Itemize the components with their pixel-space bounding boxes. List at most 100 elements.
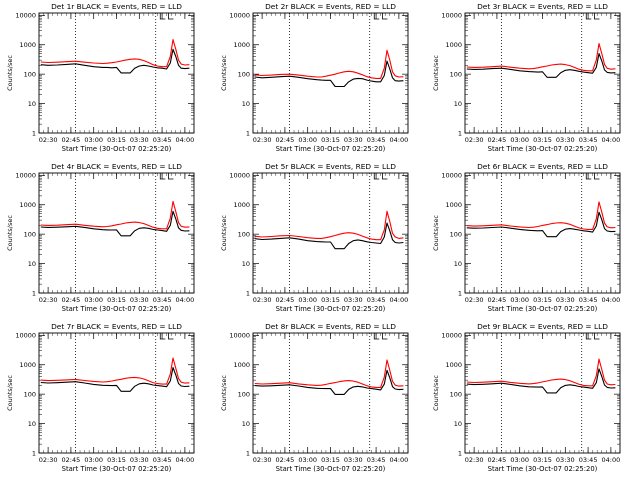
y-tick-label: 1 [458, 129, 462, 137]
interval-bracket [585, 333, 592, 340]
x-tick-label: 03:15 [533, 296, 552, 304]
interval-bracket [159, 333, 166, 340]
interval-bracket [159, 173, 166, 180]
series-line-events [40, 367, 190, 392]
x-tick-label: 02:45 [488, 136, 507, 144]
series-line-lld [40, 200, 190, 230]
interval-bracket [373, 333, 380, 340]
y-axis-label: Counts/sec [220, 375, 228, 411]
x-tick-label: 02:45 [488, 296, 507, 304]
y-tick-label: 10 [28, 420, 36, 428]
y-axis-label: Counts/sec [6, 55, 14, 91]
series-line-events [466, 53, 616, 78]
x-tick-label: 03:00 [84, 296, 103, 304]
x-tick-label: 03:00 [84, 456, 103, 464]
x-tick-label: 04:00 [390, 136, 409, 144]
x-tick-label: 03:15 [321, 136, 340, 144]
x-tick-label: 03:15 [533, 456, 552, 464]
panel-det-4r: Det 4r BLACK = Events, RED = LLD Counts/s… [6, 162, 195, 313]
y-tick-label: 1000 [19, 201, 36, 209]
x-tick-label: 03:45 [153, 456, 172, 464]
x-tick-label: 02:30 [253, 296, 272, 304]
y-tick-label: 1 [458, 449, 462, 457]
x-tick-label: 03:30 [556, 136, 575, 144]
plot-frame [38, 12, 195, 134]
x-axis-label: Start Time (30-Oct-07 02:25:20) [488, 145, 598, 153]
y-tick-label: 100 [24, 70, 36, 78]
y-tick-label: 1000 [445, 201, 462, 209]
plot-frame [252, 172, 409, 294]
y-tick-label: 1 [458, 289, 462, 297]
y-tick-label: 1 [32, 289, 36, 297]
series-line-events [254, 60, 404, 88]
x-tick-label: 02:30 [253, 456, 272, 464]
y-tick-label: 100 [450, 230, 462, 238]
x-tick-label: 03:45 [579, 136, 598, 144]
y-tick-label: 1000 [233, 361, 250, 369]
x-axis-label: Start Time (30-Oct-07 02:25:20) [62, 145, 172, 153]
interval-bracket [585, 13, 592, 20]
y-tick-label: 1 [32, 449, 36, 457]
panel-det-3r: Det 3r BLACK = Events, RED = LLD Counts/s… [432, 2, 621, 153]
x-tick-label: 03:45 [153, 136, 172, 144]
x-tick-label: 03:15 [533, 136, 552, 144]
x-tick-label: 03:15 [107, 456, 126, 464]
interval-bracket [159, 13, 166, 20]
x-tick-label: 03:15 [321, 296, 340, 304]
interval-bracket [168, 173, 174, 180]
x-tick-label: 03:30 [130, 296, 149, 304]
y-tick-label: 10 [28, 260, 36, 268]
y-tick-label: 10000 [441, 12, 462, 20]
x-tick-label: 03:30 [556, 456, 575, 464]
y-tick-label: 1 [32, 129, 36, 137]
y-tick-label: 100 [24, 230, 36, 238]
series-line-events [466, 211, 616, 238]
panel-title: Det 2r BLACK = Events, RED = LLD [265, 2, 396, 11]
x-axis-label: Start Time (30-Oct-07 02:25:20) [62, 305, 172, 313]
y-tick-label: 10000 [15, 12, 36, 20]
y-tick-label: 10 [242, 420, 250, 428]
x-tick-label: 04:00 [390, 296, 409, 304]
y-tick-label: 10000 [441, 332, 462, 340]
series-line-lld [254, 359, 404, 388]
y-tick-label: 1000 [19, 41, 36, 49]
y-tick-label: 10 [454, 100, 462, 108]
panel-det-8r: Det 8r BLACK = Events, RED = LLD Counts/s… [220, 322, 409, 473]
x-tick-label: 02:30 [39, 136, 58, 144]
interval-bracket [594, 333, 600, 340]
x-tick-label: 03:45 [153, 296, 172, 304]
y-tick-label: 1000 [445, 361, 462, 369]
x-tick-label: 03:45 [367, 136, 386, 144]
series-line-events [40, 210, 190, 237]
y-tick-label: 100 [238, 230, 250, 238]
y-tick-label: 10000 [441, 172, 462, 180]
x-axis-label: Start Time (30-Oct-07 02:25:20) [488, 465, 598, 473]
x-tick-label: 02:30 [465, 456, 484, 464]
y-tick-label: 10000 [15, 172, 36, 180]
x-tick-label: 03:45 [579, 296, 598, 304]
panel-det-7r: Det 7r BLACK = Events, RED = LLD Counts/s… [6, 322, 195, 473]
x-tick-label: 03:30 [130, 136, 149, 144]
y-axis-label: Counts/sec [6, 215, 14, 251]
x-axis-label: Start Time (30-Oct-07 02:25:20) [276, 145, 386, 153]
x-axis-label: Start Time (30-Oct-07 02:25:20) [276, 465, 386, 473]
x-tick-label: 02:45 [62, 456, 81, 464]
series-line-lld [254, 210, 404, 241]
x-axis-label: Start Time (30-Oct-07 02:25:20) [488, 305, 598, 313]
y-tick-label: 1000 [19, 361, 36, 369]
x-tick-label: 04:00 [602, 456, 621, 464]
panel-det-5r: Det 5r BLACK = Events, RED = LLD Counts/s… [220, 162, 409, 313]
y-tick-label: 100 [24, 390, 36, 398]
plot-frame [38, 172, 195, 294]
x-tick-label: 04:00 [390, 456, 409, 464]
x-tick-label: 03:30 [130, 456, 149, 464]
x-tick-label: 03:45 [367, 456, 386, 464]
interval-bracket [594, 13, 600, 20]
series-line-events [254, 222, 404, 250]
y-tick-label: 10 [454, 260, 462, 268]
interval-bracket [594, 173, 600, 180]
panel-title: Det 4r BLACK = Events, RED = LLD [51, 162, 182, 171]
x-tick-label: 02:30 [39, 296, 58, 304]
x-tick-label: 03:45 [579, 456, 598, 464]
panel-title: Det 8r BLACK = Events, RED = LLD [265, 322, 396, 331]
